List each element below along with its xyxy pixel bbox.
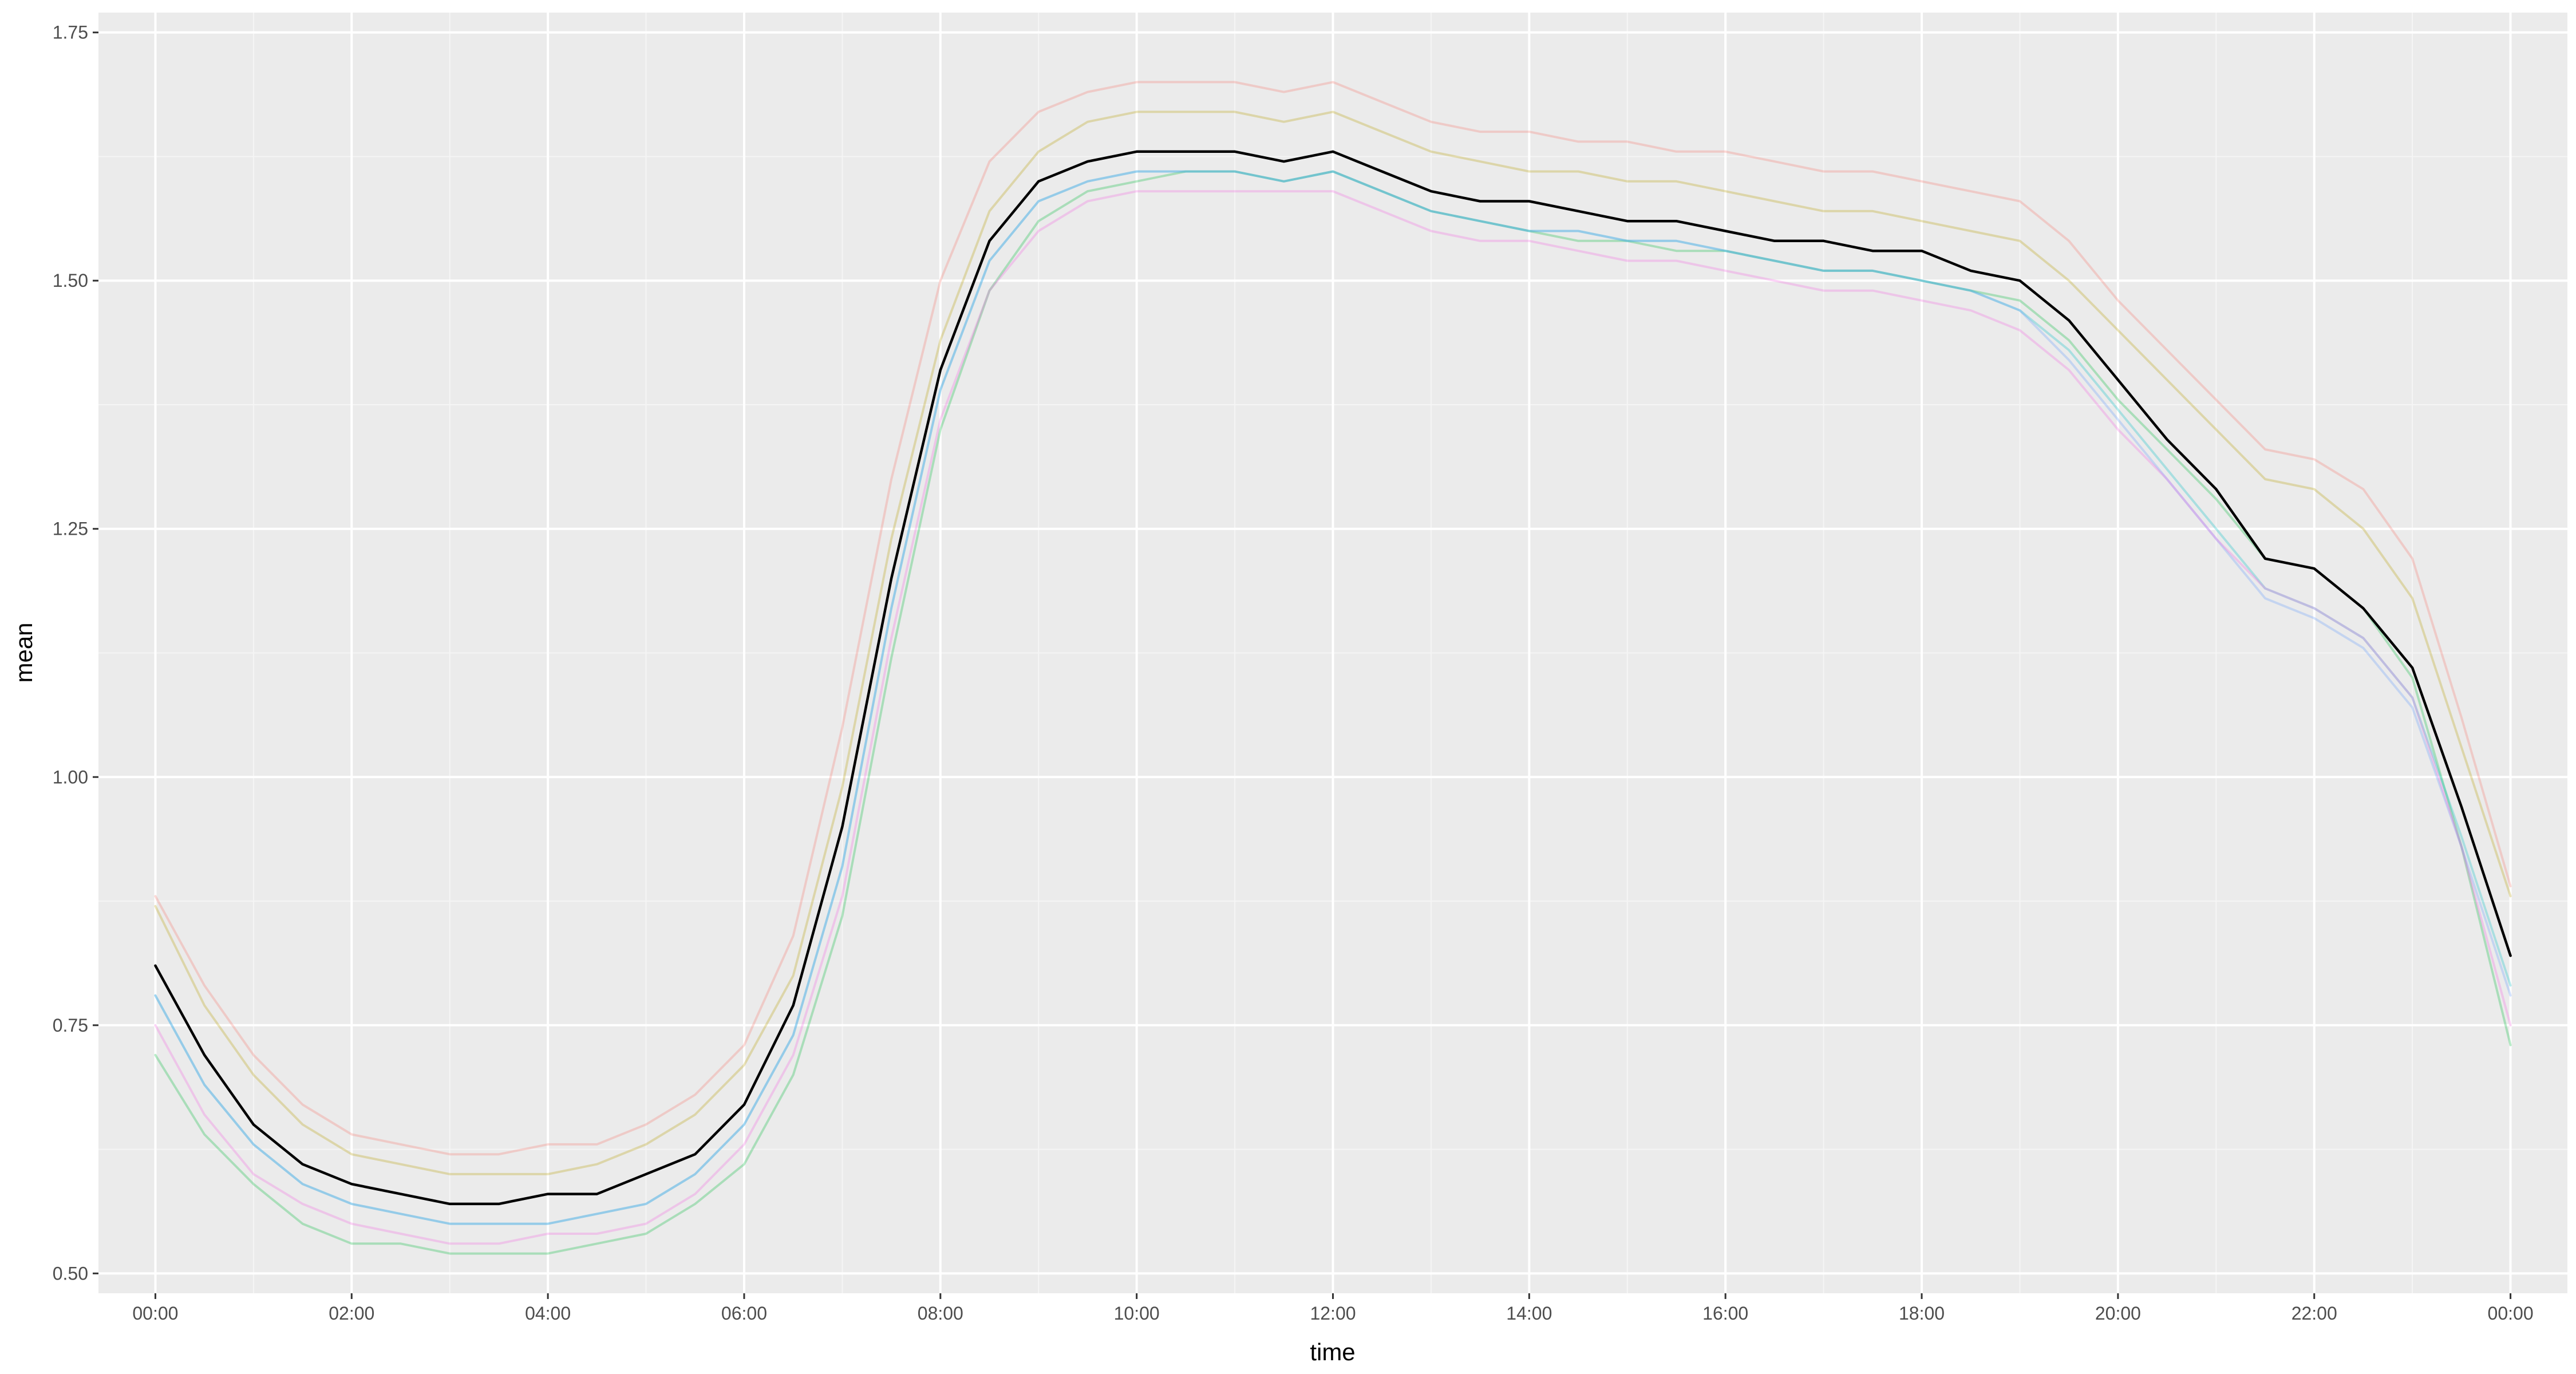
x-axis-title: time — [1310, 1339, 1355, 1365]
x-tick-label: 00:00 — [132, 1303, 178, 1324]
series-line-4 — [154, 170, 2512, 1225]
x-tick-label: 06:00 — [721, 1303, 767, 1324]
x-tick-label: 22:00 — [2291, 1303, 2337, 1324]
series-line-7 — [154, 150, 2512, 1206]
series-layer — [154, 81, 2512, 1255]
minor-gridlines-x — [252, 13, 2413, 1293]
x-tick-label: 04:00 — [525, 1303, 571, 1324]
y-axis-ticks: 0.50 0.75 1.00 1.25 1.50 1.75 — [53, 22, 98, 1284]
series-line-6 — [154, 190, 2512, 1245]
series-line-2 — [154, 110, 2512, 1175]
major-gridlines-x — [154, 13, 2512, 1293]
x-tick-label: 12:00 — [1310, 1303, 1356, 1324]
series-line-3 — [154, 170, 2512, 1255]
y-tick-label: 1.25 — [53, 519, 88, 539]
x-axis-ticks: 00:00 02:00 04:00 06:00 08:00 10:00 12:00 14:00… — [132, 1293, 2534, 1324]
y-axis-title: mean — [10, 622, 37, 682]
x-tick-label: 02:00 — [329, 1303, 374, 1324]
y-tick-label: 0.75 — [53, 1015, 88, 1036]
x-tick-label: 16:00 — [1702, 1303, 1748, 1324]
y-tick-label: 0.50 — [53, 1263, 88, 1284]
series-line-1 — [154, 81, 2512, 1156]
x-tick-label: 20:00 — [2095, 1303, 2141, 1324]
x-tick-label: 00:00 — [2488, 1303, 2534, 1324]
series-line-5 — [154, 170, 2512, 1225]
y-tick-label: 1.00 — [53, 767, 88, 787]
x-tick-label: 14:00 — [1506, 1303, 1552, 1324]
x-tick-label: 18:00 — [1899, 1303, 1945, 1324]
x-tick-label: 10:00 — [1114, 1303, 1160, 1324]
x-tick-label: 08:00 — [918, 1303, 963, 1324]
y-tick-label: 1.50 — [53, 270, 88, 291]
y-tick-label: 1.75 — [53, 22, 88, 43]
